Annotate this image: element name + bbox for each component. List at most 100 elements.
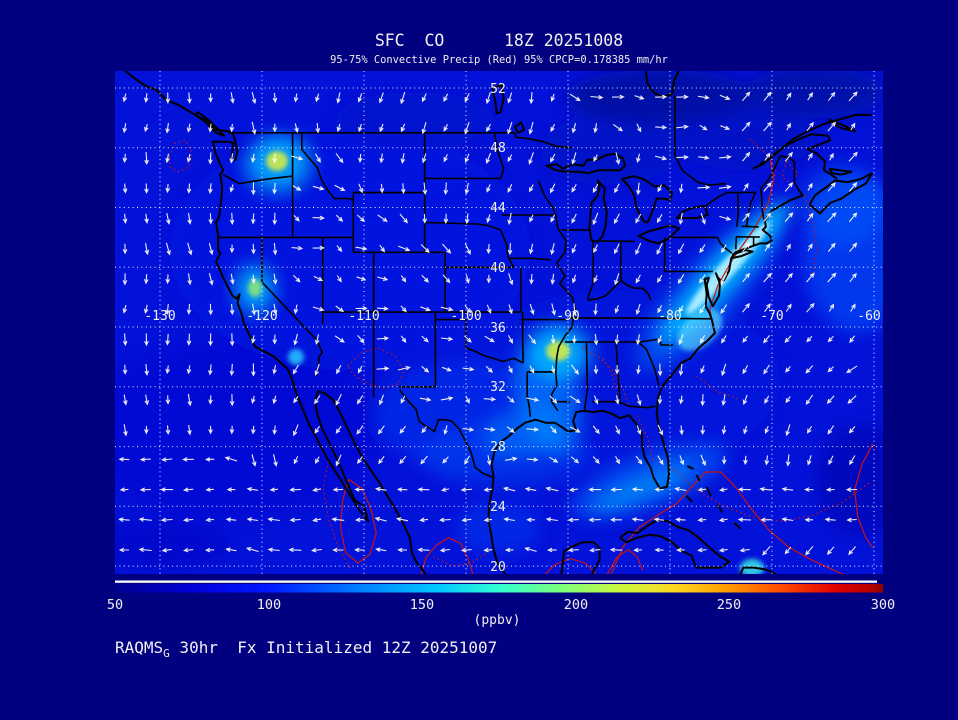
border-line <box>617 400 656 409</box>
precip-contour-75 <box>610 471 844 574</box>
lon-label: -80 <box>658 309 681 324</box>
coastline <box>739 566 777 574</box>
lat-label: 36 <box>490 321 506 336</box>
coastline <box>695 474 701 482</box>
lake-outline <box>514 121 526 134</box>
border-line <box>672 236 725 248</box>
coastline <box>733 522 742 530</box>
coastline <box>705 486 712 497</box>
lon-label: -60 <box>857 309 880 324</box>
border-line <box>222 173 293 185</box>
lat-label: 28 <box>490 440 506 455</box>
co-blob <box>288 349 304 365</box>
colorbar-tick-label: 150 <box>410 597 434 613</box>
coastline <box>686 465 694 470</box>
coastline <box>619 518 731 569</box>
border-line <box>435 318 524 364</box>
border-line <box>508 257 551 261</box>
colorbar-tick-label: 300 <box>871 597 895 613</box>
lake-outline <box>545 152 627 175</box>
lat-label: 48 <box>490 141 506 156</box>
border-line <box>674 95 727 186</box>
colorbar-tick-label: 50 <box>107 597 123 613</box>
precip-contour-95 <box>804 195 818 275</box>
lon-label: -120 <box>246 309 277 324</box>
coastline <box>808 172 873 215</box>
precip-contour-75 <box>853 443 874 549</box>
co-blob <box>335 92 495 148</box>
border-line <box>301 132 354 201</box>
map-canvas <box>115 71 883 574</box>
lat-label: 32 <box>490 380 506 395</box>
co-blob <box>248 279 262 297</box>
border-line <box>760 188 765 220</box>
precip-contour-95 <box>749 138 777 192</box>
border-line <box>550 214 578 412</box>
footer-text: RAQMSG 30hr Fx Initialized 12Z 20251007 <box>115 638 497 660</box>
lon-label: -90 <box>556 309 579 324</box>
precip-contour-75 <box>606 548 644 574</box>
border-line <box>736 192 740 227</box>
colorbar-topline <box>115 580 877 583</box>
coastline <box>123 71 427 574</box>
precip-contour-95 <box>433 549 491 567</box>
border-line <box>735 236 738 250</box>
border-line <box>526 371 532 417</box>
footer-run-info: 30hr Fx Initialized 12Z 20251007 <box>170 638 498 657</box>
coastline <box>685 495 694 503</box>
footer-model: RAQMS <box>115 638 163 657</box>
coastline <box>828 167 853 176</box>
lon-label: -70 <box>760 309 783 324</box>
colorbar-gradient <box>115 584 883 593</box>
border-line <box>705 191 756 207</box>
co-blob <box>115 340 380 520</box>
wind-vectors <box>118 91 858 556</box>
plot-subtitle: 95-75% Convective Precip (Red) 95% CPCP=… <box>330 54 668 66</box>
co-blob <box>115 520 230 570</box>
map-axis-labels: -130 -120 -110 -100 -90 -80 -70 -60 52 48 44 40 36 32… <box>144 82 880 575</box>
lake-outline <box>621 175 673 224</box>
border-line <box>745 192 757 227</box>
latlon-grid <box>115 71 883 574</box>
lon-label: -130 <box>144 309 175 324</box>
precip-contour-95 <box>602 358 618 393</box>
precip-contour-75 <box>420 537 474 574</box>
coastline <box>828 118 857 133</box>
lat-label: 24 <box>490 500 506 515</box>
border-line <box>760 155 800 190</box>
border-line <box>632 317 712 320</box>
colorbar-tick-label: 200 <box>564 597 588 613</box>
border-line <box>637 341 660 386</box>
co-blob <box>590 464 694 512</box>
lake-outline <box>676 205 709 219</box>
footer-model-subscript: G <box>163 647 170 660</box>
co-blob <box>817 425 883 535</box>
lon-label: -110 <box>348 309 379 324</box>
co-blob <box>456 502 540 554</box>
co-blob <box>565 71 755 125</box>
colorbar-ticks: 50 100 150 200 250 300 <box>107 597 895 613</box>
border-line <box>583 341 589 413</box>
co-blob <box>266 151 288 171</box>
colorbar-unit-label: (ppbv) <box>474 613 521 628</box>
border-line <box>587 241 594 301</box>
coastline <box>752 133 838 180</box>
precip-contour-95 <box>667 464 871 522</box>
precip-contour-75 <box>709 153 775 331</box>
co-blob <box>170 130 530 370</box>
border-line <box>587 279 652 301</box>
lake-outline <box>637 224 681 245</box>
lat-label: 44 <box>490 201 506 216</box>
border-line <box>514 132 573 149</box>
border-line <box>398 312 437 388</box>
precip-contour-95 <box>582 347 629 405</box>
border-line <box>499 229 515 268</box>
co-blob <box>540 115 680 185</box>
border-line <box>424 221 501 231</box>
precip-contour-95 <box>347 347 405 389</box>
lake-outline <box>588 179 608 243</box>
colorbar-tick-label: 250 <box>717 597 741 613</box>
precip-contour-75 <box>339 478 377 564</box>
